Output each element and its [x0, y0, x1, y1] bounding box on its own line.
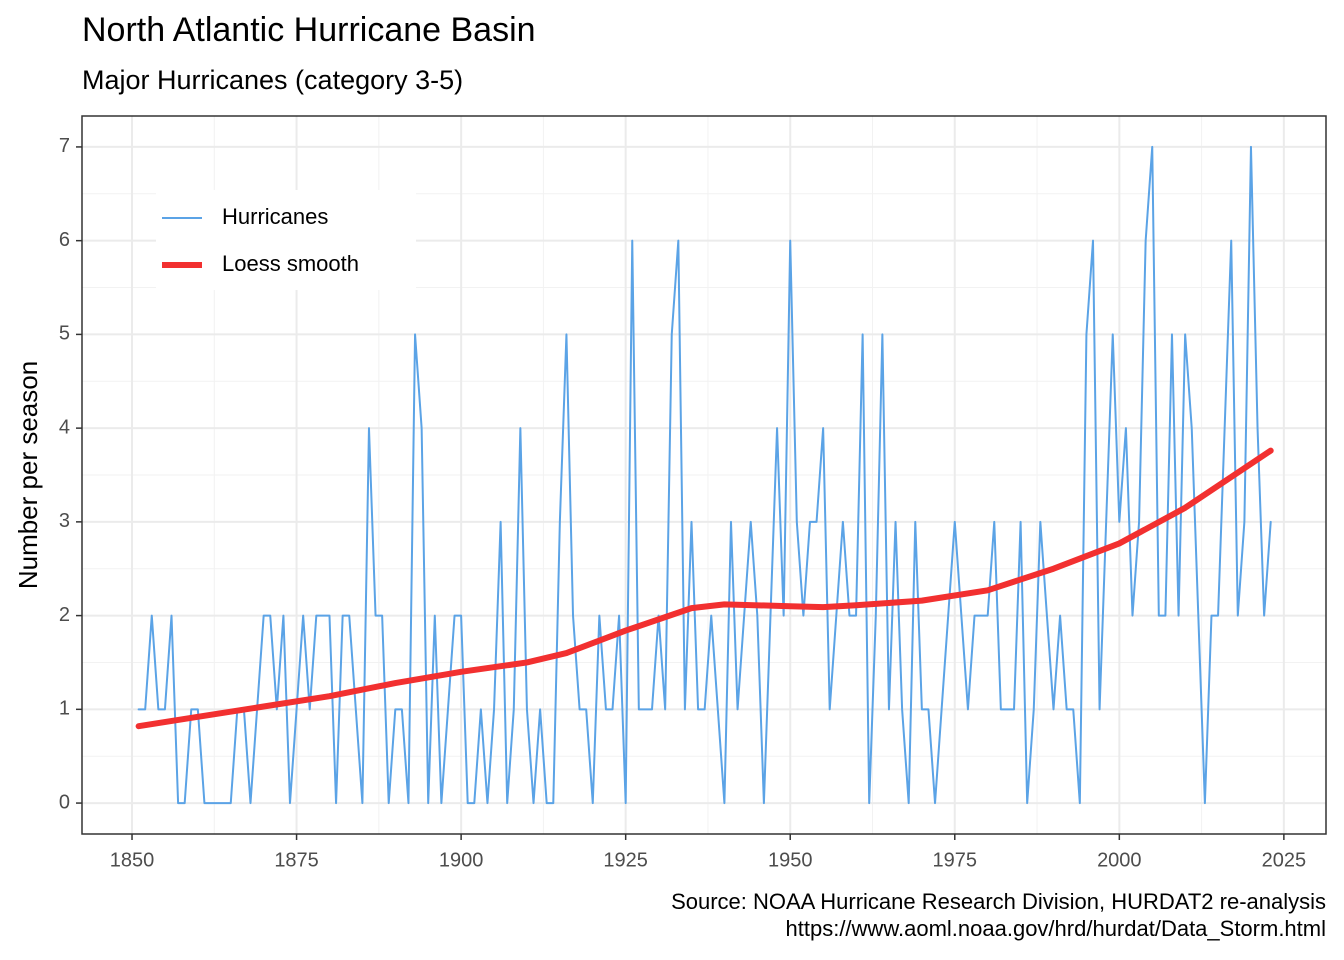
- x-tick-label: 1875: [274, 849, 319, 871]
- x-tick-label: 1975: [933, 849, 978, 871]
- y-tick-label: 0: [59, 791, 70, 813]
- x-tick-label: 2000: [1097, 849, 1142, 871]
- chart-title: North Atlantic Hurricane Basin: [82, 11, 536, 49]
- series-line: [137, 145, 1272, 805]
- legend-background: [156, 190, 416, 290]
- chart-subtitle: Major Hurricanes (category 3-5): [82, 65, 463, 95]
- x-tick-label: 1925: [603, 849, 648, 871]
- plot-border: [81, 115, 1327, 835]
- y-tick-label: 5: [59, 323, 70, 345]
- y-tick-label: 2: [59, 604, 70, 626]
- y-axis-label: Number per season: [13, 361, 43, 589]
- legend-label: Loess smooth: [222, 251, 359, 276]
- x-tick-label: 2025: [1262, 849, 1307, 871]
- y-tick-label: 1: [59, 698, 70, 720]
- x-tick-label: 1900: [439, 849, 484, 871]
- y-tick-label: 4: [59, 416, 70, 438]
- y-tick-label: 7: [59, 135, 70, 157]
- x-tick-label: 1950: [768, 849, 813, 871]
- caption: https://www.aoml.noaa.gov/hrd/hurdat/Dat…: [786, 916, 1326, 941]
- legend-label: Hurricanes: [222, 204, 328, 229]
- smooth-line: [135, 447, 1274, 730]
- x-tick-label: 1850: [110, 849, 155, 871]
- y-tick-label: 6: [59, 229, 70, 251]
- y-tick-label: 3: [59, 510, 70, 532]
- caption: Source: NOAA Hurricane Research Division…: [671, 889, 1326, 914]
